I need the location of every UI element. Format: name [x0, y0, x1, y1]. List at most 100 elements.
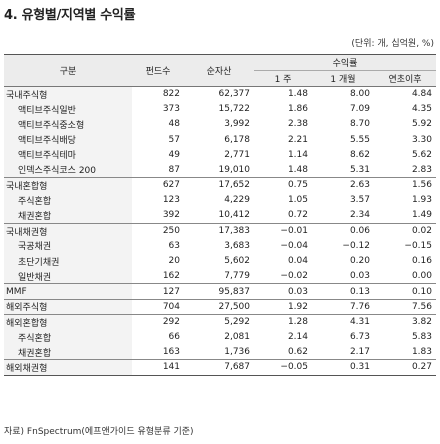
unit-note: (단위: 개, 십억원, %) — [351, 39, 434, 49]
row-net-assets: 1,736 — [224, 347, 250, 358]
row-1month: 2.34 — [349, 210, 370, 221]
header-row-top: 구분 펀드수 순자산 수익률 — [4, 54, 436, 87]
page-title: 4. 유형별/지역별 수익률 — [4, 8, 136, 23]
row-1week: −0.05 — [254, 359, 312, 376]
row-ytd: 0.10 — [374, 283, 436, 300]
table-row: 해외혼합형 292 5,292 1.28 4.31 3.82 — [4, 313, 436, 330]
row-1month: 2.63 — [312, 177, 374, 193]
row-1month: 8.62 — [349, 149, 370, 160]
row-net-assets: 7,687 — [184, 359, 254, 376]
row-name: 채권혼합 — [4, 344, 132, 360]
row-ytd: 1.56 — [374, 177, 436, 193]
row-name: 국공채권 — [4, 238, 132, 254]
header-1week: 1 주 — [254, 70, 312, 87]
row-name: 해외주식형 — [4, 298, 132, 315]
table-row: 인덱스주식코스 200 87 19,010 1.48 5.31 2.83 — [4, 162, 436, 178]
row-name: 주식혼합 — [4, 192, 132, 208]
row-1week: 1.48 — [287, 89, 308, 100]
row-1week: 2.14 — [287, 332, 308, 343]
row-net-assets: 3,992 — [224, 119, 250, 130]
row-net-assets: 10,412 — [218, 210, 251, 221]
row-name: 인덱스주식코스 200 — [4, 162, 132, 178]
row-ytd: 0.00 — [411, 271, 432, 282]
row-net-assets: 17,652 — [184, 177, 254, 193]
row-1month: 0.03 — [349, 271, 370, 282]
row-name: 국내주식형 — [4, 86, 132, 102]
row-1week: 0.75 — [254, 177, 312, 193]
row-funds: 163 — [162, 347, 180, 358]
row-name: 국내혼합형 — [4, 177, 132, 193]
row-funds: 20 — [168, 256, 180, 267]
row-funds: 822 — [162, 89, 180, 100]
row-net-assets: 15,722 — [218, 104, 251, 115]
row-ytd: 0.16 — [411, 256, 432, 267]
row-name: 해외혼합형 — [4, 313, 132, 330]
row-1month: 2.17 — [349, 347, 370, 358]
row-ytd: 1.83 — [411, 347, 432, 358]
table-row: 해외주식형 704 27,500 1.92 7.76 7.56 — [4, 298, 436, 315]
row-name: 채권혼합 — [4, 208, 132, 224]
row-1month: −0.12 — [342, 240, 370, 251]
row-funds: 49 — [168, 149, 180, 160]
table-row: 주식혼합 123 4,229 1.05 3.57 1.93 — [4, 192, 436, 208]
row-1week: 1.14 — [287, 149, 308, 160]
header-net-assets: 순자산 — [184, 54, 254, 87]
row-ytd: 4.84 — [411, 89, 432, 100]
row-funds: 162 — [162, 271, 180, 282]
row-1week: 1.28 — [254, 313, 312, 330]
row-1month: 4.31 — [312, 313, 374, 330]
header-ytd: 연초이후 — [374, 70, 436, 87]
row-ytd: 3.82 — [374, 313, 436, 330]
row-net-assets: 7,779 — [224, 271, 250, 282]
row-funds: 87 — [168, 164, 180, 175]
header-returns-group: 수익률 — [254, 54, 436, 71]
row-funds: 63 — [168, 240, 180, 251]
table-row: 액티브주식일반 373 15,722 1.86 7.09 4.35 — [4, 101, 436, 117]
row-1month: 0.13 — [312, 283, 374, 300]
row-funds: 66 — [168, 332, 180, 343]
row-ytd: 1.49 — [411, 210, 432, 221]
row-1month: 5.31 — [349, 164, 370, 175]
row-name: MMF — [4, 283, 132, 300]
row-ytd: 2.83 — [411, 164, 432, 175]
row-net-assets: 17,383 — [184, 222, 254, 239]
row-1week: 1.92 — [254, 298, 312, 315]
table-row: 채권혼합 163 1,736 0.62 2.17 1.83 — [4, 344, 436, 360]
row-name: 주식혼합 — [4, 329, 132, 345]
row-funds: 127 — [132, 283, 184, 300]
row-net-assets: 6,178 — [224, 134, 250, 145]
row-name: 액티브주식테마 — [4, 147, 132, 163]
row-name: 국내채권형 — [4, 222, 132, 239]
row-1month: 0.20 — [349, 256, 370, 267]
row-net-assets: 19,010 — [218, 164, 251, 175]
row-funds: 627 — [132, 177, 184, 193]
table-row: 초단기채권 20 5,602 0.04 0.20 0.16 — [4, 253, 436, 269]
table-row: 국공채권 63 3,683 −0.04 −0.12 −0.15 — [4, 238, 436, 254]
row-ytd: 5.62 — [411, 149, 432, 160]
row-net-assets: 5,602 — [224, 256, 250, 267]
row-funds: 48 — [168, 119, 180, 130]
row-net-assets: 27,500 — [184, 298, 254, 315]
table-row: 채권혼합 392 10,412 0.72 2.34 1.49 — [4, 208, 436, 224]
row-1week: −0.04 — [280, 240, 308, 251]
row-funds: 250 — [132, 222, 184, 239]
returns-table: 구분 펀드수 순자산 수익률 1 주 1 개월 연초이후 국내주식형 822 62,… — [4, 54, 436, 376]
row-funds: 57 — [168, 134, 180, 145]
row-1week: 0.03 — [254, 283, 312, 300]
row-1week: −0.02 — [280, 271, 308, 282]
table-row: 액티브주식배당 57 6,178 2.21 5.55 3.30 — [4, 132, 436, 148]
row-1month: 7.76 — [312, 298, 374, 315]
row-name: 액티브주식일반 — [4, 101, 132, 117]
row-ytd: −0.15 — [404, 240, 432, 251]
row-funds: 292 — [132, 313, 184, 330]
row-1week: 0.62 — [287, 347, 308, 358]
row-1month: 7.09 — [349, 104, 370, 115]
row-net-assets: 95,837 — [184, 283, 254, 300]
table-row: 액티브주식테마 49 2,771 1.14 8.62 5.62 — [4, 147, 436, 163]
row-1week: −0.01 — [254, 222, 312, 239]
row-funds: 141 — [132, 359, 184, 376]
row-1month: 5.55 — [349, 134, 370, 145]
row-1month: 0.31 — [312, 359, 374, 376]
row-ytd: 4.35 — [411, 104, 432, 115]
source-note: 자료) FnSpectrum(에프앤가이드 유형분류 기준) — [4, 427, 194, 437]
